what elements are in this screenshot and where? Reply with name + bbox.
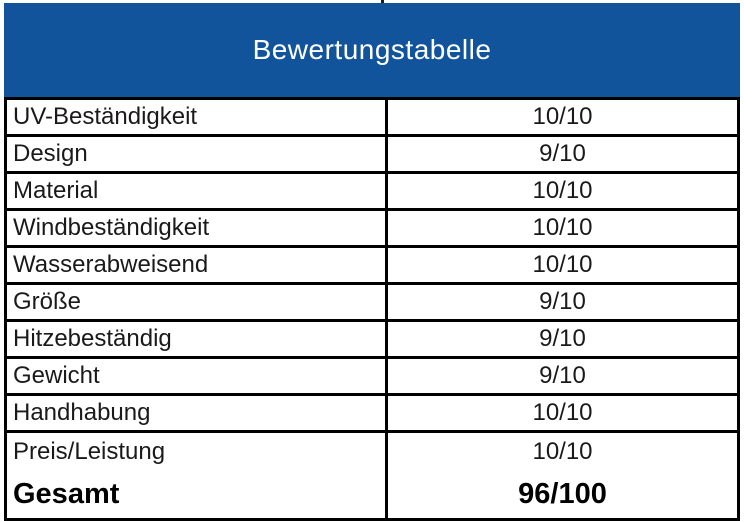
criterion-label: Wasserabweisend [13, 251, 209, 278]
score-value: 10/10 [385, 248, 737, 282]
column-divider-tick [381, 0, 384, 4]
table-row: Handhabung 10/10 [7, 396, 737, 433]
criterion-label: Design [13, 140, 88, 167]
criterion-label: Windbeständigkeit [13, 214, 210, 241]
table-row: Wasserabweisend 10/10 [7, 248, 737, 285]
table-row: Design 9/10 [7, 137, 737, 174]
score-value: 10/10 [385, 174, 737, 208]
table-row: Hitzebeständig 9/10 [7, 322, 737, 359]
score-value: 9/10 [385, 285, 737, 319]
criterion-label: UV-Beständigkeit [13, 103, 198, 130]
table-row: Material 10/10 [7, 174, 737, 211]
score-value: 9/10 [385, 137, 737, 171]
score-value: 10/10 [385, 211, 737, 245]
table-row: Gewicht 9/10 [7, 359, 737, 396]
table-title: Bewertungstabelle [252, 34, 492, 65]
criterion-label: Preis/Leistung [13, 437, 166, 465]
score-value: 10/10 [385, 100, 737, 134]
total-label: Gesamt [13, 477, 120, 510]
table-header: Bewertungstabelle [4, 3, 740, 97]
table-body: UV-Beständigkeit 10/10 Design 9/10 Material 1… [7, 100, 737, 470]
total-value: 96/100 [385, 470, 737, 518]
score-value: 9/10 [385, 322, 737, 356]
criterion-label: Hitzebeständig [13, 325, 172, 352]
criterion-label: Handhabung [13, 399, 151, 426]
criterion-label: Gewicht [13, 362, 100, 389]
table-row: Windbeständigkeit 10/10 [7, 211, 737, 248]
score-value: 10/10 [385, 396, 737, 430]
rating-table: UV-Beständigkeit 10/10 Design 9/10 Material 1… [4, 97, 740, 521]
total-row: Gesamt 96/100 [7, 470, 737, 518]
score-value: 10/10 [385, 433, 737, 470]
score-value: 9/10 [385, 359, 737, 393]
table-row: Preis/Leistung 10/10 [7, 433, 737, 470]
table-row: UV-Beständigkeit 10/10 [7, 100, 737, 137]
table-row: Größe 9/10 [7, 285, 737, 322]
criterion-label: Größe [13, 288, 82, 315]
criterion-label: Material [13, 177, 99, 204]
